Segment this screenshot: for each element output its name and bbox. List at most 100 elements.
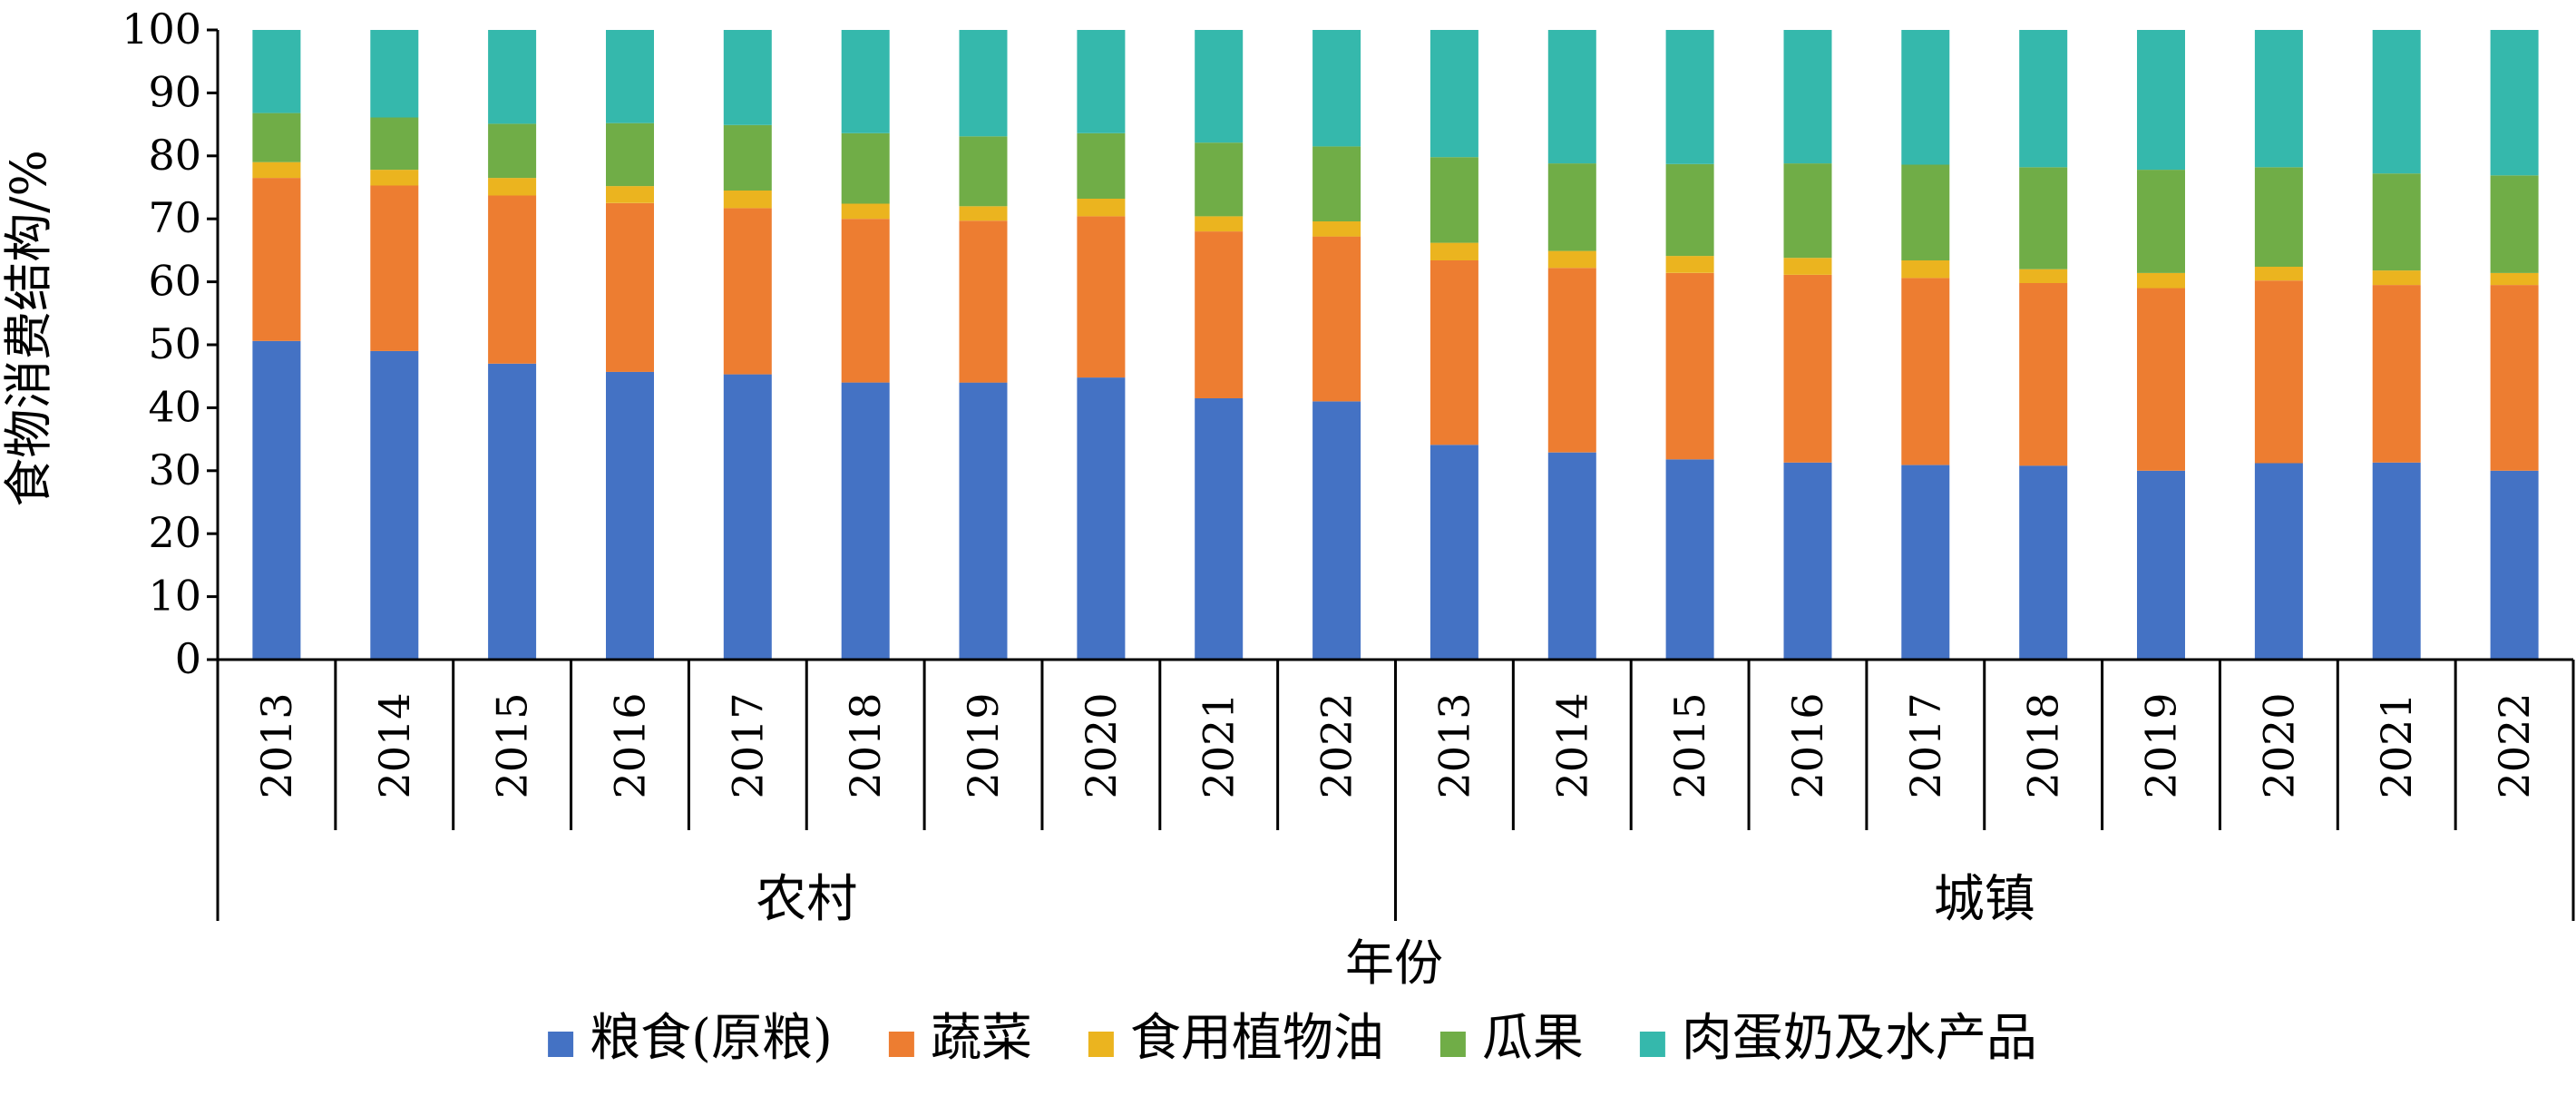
bar-segment-3-6 [841,203,890,220]
x-tick-label-year: 2018 [2019,692,2068,798]
y-tick-label: 80 [148,131,201,180]
bar-segment-4-6 [841,132,890,204]
y-tick-label: 50 [148,319,201,368]
bar-segment-3-10 [1312,221,1361,237]
bar-segment-2-17 [2137,288,2185,471]
y-tick-label: 40 [148,382,201,431]
bar-segment-5-14 [1783,30,1832,164]
y-tick-label: 90 [148,67,201,116]
y-axis: 0 10 20 30 40 50 60 70 80 90 100 [122,5,220,683]
bar-segment-4-18 [2254,167,2303,267]
bar-segment-4-10 [1312,146,1361,221]
bar-segment-3-20 [2490,272,2539,286]
x-tick-label-year: 2014 [1547,692,1596,798]
bar-segment-3-9 [1195,216,1244,232]
bar-segment-3-11 [1429,242,1478,260]
bar-segment-4-7 [959,136,1008,207]
bar-segment-1-2 [370,350,419,660]
bar-segment-4-8 [1077,132,1126,199]
legend-swatch [1639,1032,1665,1057]
bar-segment-1-5 [723,374,772,660]
bar-segment-5-8 [1077,30,1126,133]
bar-segment-2-13 [1665,272,1714,460]
x-tick-label-year: 2019 [2137,692,2186,798]
y-tick-label: 70 [148,193,201,242]
bar-segment-5-4 [606,30,654,123]
bar-segment-5-20 [2490,30,2539,176]
bar-segment-4-5 [723,124,772,191]
bar-segment-2-4 [606,202,654,372]
bar-segment-4-4 [606,122,654,187]
bar-segment-2-14 [1783,275,1832,463]
bar-segment-2-5 [723,208,772,375]
bar-segment-3-14 [1783,258,1832,275]
bar-segment-5-9 [1195,30,1244,143]
legend-item: 食用植物油 [1088,1009,1384,1068]
bar-segment-5-2 [370,30,419,118]
legend-swatch [888,1032,914,1057]
bar-segment-1-10 [1312,401,1361,660]
x-tick-label-year: 2021 [1195,692,1244,798]
bar-segment-1-20 [2490,470,2539,660]
bar-segment-4-3 [488,123,537,179]
legend-label: 食用植物油 [1130,1009,1384,1068]
bar-segment-3-18 [2254,266,2303,281]
legend-item: 蔬菜 [888,1009,1032,1068]
bar-segment-1-18 [2254,463,2303,660]
bar-segment-1-7 [959,382,1008,660]
bar-segment-1-6 [841,382,890,660]
bar-segment-4-17 [2137,170,2185,273]
bar-segment-2-12 [1547,268,1596,453]
bar-segment-5-17 [2137,30,2185,171]
bar-segment-3-5 [723,191,772,209]
x-tick-label-year: 2020 [2254,692,2303,798]
legend-label: 粮食(原粮) [590,1009,833,1068]
y-tick-label: 10 [148,572,201,621]
legend-item: 粮食(原粮) [548,1009,833,1068]
x-tick-label-year: 2017 [723,692,772,798]
x-axis: 2013 2014 2015 2016 2017 2018 2019 2020 2021 2022… [216,658,2575,929]
bar-segment-3-19 [2372,270,2421,286]
x-tick-label-year: 2016 [606,692,655,798]
bar-segment-1-11 [1429,445,1478,660]
bar-segment-5-5 [723,30,772,125]
bar-segment-2-1 [252,178,301,341]
bar-segment-5-12 [1547,30,1596,164]
bar-segment-3-17 [2137,272,2185,289]
bar-segment-5-16 [2019,30,2068,168]
bar-segment-2-10 [1312,236,1361,402]
legend-label: 肉蛋奶及水产品 [1682,1009,2037,1068]
bar-segment-2-18 [2254,280,2303,464]
x-tick-label-year: 2016 [1783,692,1832,798]
bar-segment-2-20 [2490,285,2539,471]
bar-segment-1-13 [1665,459,1714,660]
bar-segment-2-8 [1077,216,1126,378]
x-tick-label-year: 2013 [1429,692,1478,798]
bar-segment-4-13 [1665,163,1714,257]
bar-segment-1-8 [1077,377,1126,660]
y-tick-label: 30 [148,445,201,494]
bar-segment-5-18 [2254,30,2303,168]
x-tick-label-year: 2017 [1901,692,1950,798]
x-group-label: 农村 [756,870,857,929]
y-tick-label: 0 [175,634,201,683]
x-tick-label-year: 2015 [488,692,537,798]
legend-item: 瓜果 [1439,1009,1584,1068]
bar-segment-1-3 [488,363,537,660]
x-tick-label-year: 2013 [252,692,301,798]
bar-segment-5-11 [1429,30,1478,158]
bar-segment-2-3 [488,195,537,364]
bar-segment-2-7 [959,220,1008,383]
x-tick-label-year: 2015 [1665,692,1714,798]
bar-segment-3-1 [252,161,301,179]
bar-segment-2-2 [370,185,419,351]
bar-segment-1-19 [2372,462,2421,660]
x-tick-label-year: 2022 [1312,692,1361,798]
bar-segment-1-15 [1901,465,1950,660]
x-tick-label-year: 2020 [1077,692,1126,798]
bar-segment-4-11 [1429,157,1478,243]
legend-swatch [548,1032,574,1057]
bar-segment-3-4 [606,186,654,203]
x-tick-label-year: 2019 [959,692,1008,798]
